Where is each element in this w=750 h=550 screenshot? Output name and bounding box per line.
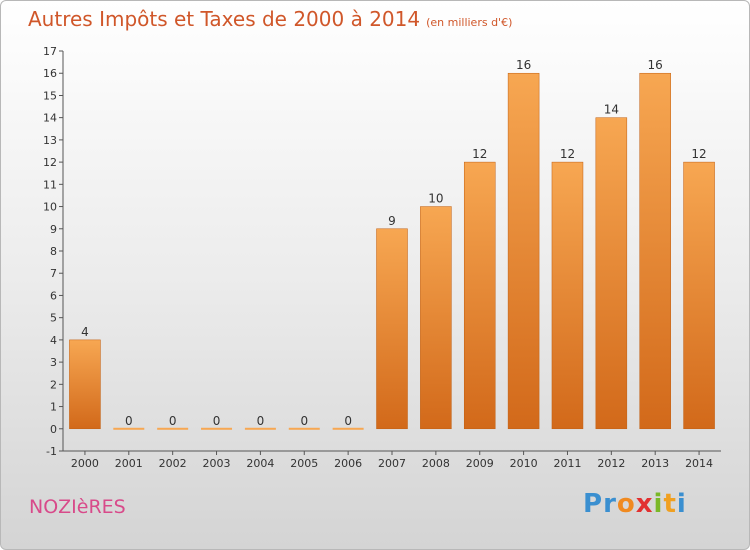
title-text: Autres Impôts et Taxes de 2000 à 2014	[28, 7, 421, 31]
bar	[595, 117, 628, 430]
y-tick-label: 0	[50, 423, 57, 436]
y-tick-label: 4	[50, 334, 57, 347]
x-tick-label: 2014	[685, 457, 713, 470]
bar	[201, 427, 233, 430]
data-label: 0	[169, 414, 177, 428]
x-tick-label: 2001	[115, 457, 143, 470]
chart-title: Autres Impôts et Taxes de 2000 à 2014 (en…	[28, 7, 512, 31]
y-tick-label: 15	[43, 89, 57, 102]
bar	[244, 427, 276, 430]
logo-letter: i	[653, 489, 664, 519]
bar	[683, 161, 715, 430]
bar	[288, 427, 320, 430]
x-tick-label: 2003	[203, 457, 231, 470]
logo-letter: x	[635, 489, 654, 519]
x-tick-label: 2013	[641, 457, 669, 470]
logo-letter: r	[603, 489, 617, 519]
y-tick-label: 14	[43, 112, 57, 125]
unit-label: (en milliers d'€)	[426, 16, 513, 29]
y-tick-label: 11	[43, 178, 57, 191]
data-label: 14	[604, 103, 619, 117]
bar	[639, 72, 671, 430]
y-tick-label: 16	[43, 67, 57, 80]
y-tick-label: -1	[46, 445, 57, 458]
data-label: 0	[257, 414, 265, 428]
y-tick-label: 13	[43, 134, 57, 147]
x-tick-label: 2000	[71, 457, 99, 470]
data-label: 12	[560, 147, 575, 161]
x-tick-label: 2012	[597, 457, 625, 470]
proxiti-logo: Proxiti	[583, 489, 687, 519]
bar	[420, 206, 452, 430]
y-tick-label: 8	[50, 245, 57, 258]
bar	[376, 228, 408, 430]
bar	[113, 427, 145, 430]
y-tick-label: 17	[43, 45, 57, 58]
data-label: 12	[472, 147, 487, 161]
bar	[157, 427, 189, 430]
bar	[551, 161, 584, 430]
logo-letter: i	[676, 489, 687, 519]
data-label: 0	[344, 414, 352, 428]
y-tick-label: 9	[50, 223, 57, 236]
y-tick-label: 10	[43, 201, 57, 214]
data-label: 9	[388, 214, 396, 228]
y-tick-label: 1	[50, 401, 57, 414]
y-tick-label: 6	[50, 289, 57, 302]
data-label: 0	[125, 414, 133, 428]
x-tick-label: 2006	[334, 457, 362, 470]
data-label: 16	[516, 58, 531, 72]
logo-letter: o	[616, 489, 636, 519]
x-tick-label: 2009	[466, 457, 494, 470]
bar	[463, 161, 496, 430]
data-label: 0	[213, 414, 221, 428]
x-tick-label: 2004	[246, 457, 274, 470]
data-label: 16	[648, 58, 663, 72]
data-label: 4	[81, 325, 89, 339]
y-tick-label: 5	[50, 312, 57, 325]
x-tick-label: 2002	[159, 457, 187, 470]
place-name: NOZIèRES	[29, 496, 126, 518]
bar	[507, 72, 540, 430]
x-tick-label: 2007	[378, 457, 406, 470]
y-tick-label: 12	[43, 156, 57, 169]
bar	[332, 427, 364, 430]
y-tick-label: 3	[50, 356, 57, 369]
data-label: 0	[300, 414, 308, 428]
x-tick-label: 2011	[553, 457, 581, 470]
x-tick-label: 2005	[290, 457, 318, 470]
y-tick-label: 7	[50, 267, 57, 280]
bar	[69, 339, 101, 430]
data-label: 10	[428, 192, 443, 206]
logo-letter: P	[583, 489, 604, 519]
data-label: 12	[691, 147, 706, 161]
x-tick-label: 2010	[510, 457, 538, 470]
y-tick-label: 2	[50, 378, 57, 391]
logo-letter: t	[663, 489, 677, 519]
x-tick-label: 2008	[422, 457, 450, 470]
